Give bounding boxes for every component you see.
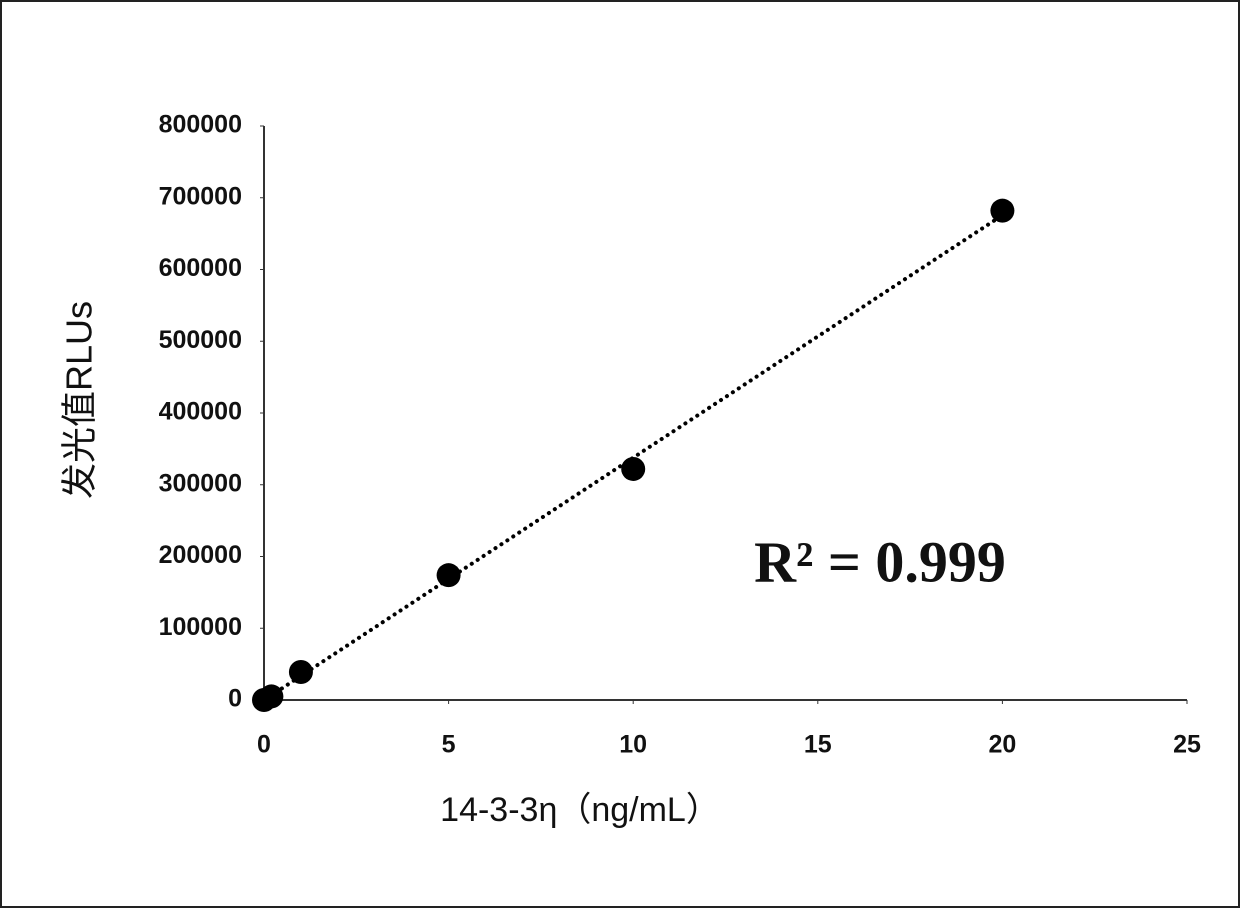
x-tick-label: 15 <box>804 731 832 759</box>
x-tick-label: 25 <box>1173 731 1201 759</box>
x-tick-label: 20 <box>988 731 1016 759</box>
page: 14-3-3η（ng/mL） 发光值RLUs R² = 0.999 0 10000… <box>0 0 1240 908</box>
y-tick-label: 800000 <box>159 111 242 139</box>
y-tick-label: 200000 <box>159 541 242 569</box>
annotation: R² = 0.999 <box>754 529 1006 594</box>
y-tick-label: 500000 <box>159 326 242 354</box>
y-tick-label: 0 <box>228 685 242 713</box>
data-point <box>621 457 645 481</box>
x-axis-label: 14-3-3η（ng/mL） <box>440 791 720 829</box>
y-tick-label: 600000 <box>159 254 242 282</box>
y-tick-label: 100000 <box>159 613 242 641</box>
data-point <box>990 199 1014 223</box>
x-tick-label: 0 <box>257 731 271 759</box>
chart: 14-3-3η（ng/mL） 发光值RLUs R² = 0.999 0 10000… <box>0 0 1240 908</box>
data-point <box>437 563 461 587</box>
y-tick-label: 700000 <box>159 182 242 210</box>
x-tick-label: 5 <box>442 731 456 759</box>
y-tick-label: 400000 <box>159 398 242 426</box>
y-axis-label: 发光值RLUs <box>59 301 100 499</box>
data-point <box>259 684 283 708</box>
y-tick-label: 300000 <box>159 469 242 497</box>
x-tick-label: 10 <box>619 731 647 759</box>
data-point <box>289 660 313 684</box>
